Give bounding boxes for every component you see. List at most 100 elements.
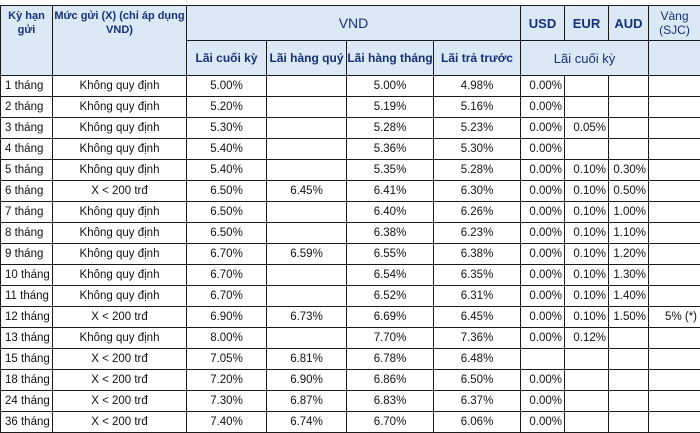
vnd-quarterly-cell xyxy=(267,286,347,307)
aud-cell xyxy=(609,139,649,160)
aud-cell xyxy=(609,349,649,370)
vnd-monthly-cell: 6.40% xyxy=(347,202,434,223)
eur-cell: 0.10% xyxy=(565,286,609,307)
vnd-end-cell: 7.30% xyxy=(187,391,267,412)
eur-cell xyxy=(565,139,609,160)
vnd-quarterly-cell: 6.73% xyxy=(267,307,347,328)
gold-cell xyxy=(649,181,700,202)
deposit-cell: Không quy định xyxy=(53,244,187,265)
vnd-monthly-cell: 5.19% xyxy=(347,97,434,118)
header-vnd: VND xyxy=(187,6,521,41)
vnd-monthly-cell: 5.35% xyxy=(347,160,434,181)
term-cell: 8 tháng xyxy=(1,223,53,244)
vnd-prepaid-cell: 5.23% xyxy=(434,118,521,139)
term-cell: 24 tháng xyxy=(1,391,53,412)
vnd-quarterly-cell xyxy=(267,97,347,118)
vnd-prepaid-cell: 6.26% xyxy=(434,202,521,223)
term-cell: 13 tháng xyxy=(1,328,53,349)
deposit-cell: X < 200 trđ xyxy=(53,370,187,391)
vnd-prepaid-cell: 4.98% xyxy=(434,76,521,97)
vnd-quarterly-cell xyxy=(267,118,347,139)
term-cell: 15 tháng xyxy=(1,349,53,370)
term-cell: 18 tháng xyxy=(1,370,53,391)
vnd-end-cell: 6.50% xyxy=(187,202,267,223)
vnd-end-cell: 6.70% xyxy=(187,265,267,286)
gold-cell xyxy=(649,118,700,139)
eur-cell xyxy=(565,391,609,412)
usd-cell: 0.00% xyxy=(521,370,565,391)
usd-cell: 0.00% xyxy=(521,181,565,202)
vnd-monthly-cell: 6.86% xyxy=(347,370,434,391)
deposit-cell: Không quy định xyxy=(53,265,187,286)
aud-cell xyxy=(609,328,649,349)
usd-cell: 0.00% xyxy=(521,265,565,286)
eur-cell xyxy=(565,370,609,391)
vnd-monthly-cell: 6.83% xyxy=(347,391,434,412)
eur-cell xyxy=(565,412,609,433)
vnd-monthly-cell: 6.55% xyxy=(347,244,434,265)
term-cell: 6 tháng xyxy=(1,181,53,202)
vnd-prepaid-cell: 6.30% xyxy=(434,181,521,202)
vnd-end-cell: 6.90% xyxy=(187,307,267,328)
gold-cell xyxy=(649,160,700,181)
gold-cell xyxy=(649,223,700,244)
header-aud: AUD xyxy=(609,6,649,41)
vnd-prepaid-cell: 7.36% xyxy=(434,328,521,349)
aud-cell: 0.50% xyxy=(609,181,649,202)
gold-cell xyxy=(649,328,700,349)
eur-cell: 0.10% xyxy=(565,223,609,244)
aud-cell xyxy=(609,391,649,412)
term-cell: 9 tháng xyxy=(1,244,53,265)
interest-rate-table: Kỳ hạn gửi Mức gửi (X) (chỉ áp dụng VND)… xyxy=(0,5,700,433)
term-cell: 4 tháng xyxy=(1,139,53,160)
usd-cell: 0.00% xyxy=(521,244,565,265)
aud-cell xyxy=(609,76,649,97)
header-term: Kỳ hạn gửi xyxy=(1,6,53,76)
vnd-prepaid-cell: 6.06% xyxy=(434,412,521,433)
header-vnd-quarterly: Lãi hàng quý xyxy=(267,41,347,76)
term-cell: 5 tháng xyxy=(1,160,53,181)
eur-cell: 0.12% xyxy=(565,328,609,349)
aud-cell: 1.10% xyxy=(609,223,649,244)
vnd-end-cell: 5.30% xyxy=(187,118,267,139)
gold-cell xyxy=(649,286,700,307)
aud-cell xyxy=(609,370,649,391)
vnd-quarterly-cell xyxy=(267,223,347,244)
vnd-end-cell: 6.70% xyxy=(187,286,267,307)
eur-cell: 0.10% xyxy=(565,307,609,328)
aud-cell: 1.40% xyxy=(609,286,649,307)
aud-cell: 1.50% xyxy=(609,307,649,328)
header-gold: Vàng (SJC) xyxy=(649,6,700,41)
vnd-prepaid-cell: 6.45% xyxy=(434,307,521,328)
deposit-cell: Không quy định xyxy=(53,202,187,223)
vnd-monthly-cell: 6.54% xyxy=(347,265,434,286)
vnd-quarterly-cell: 6.59% xyxy=(267,244,347,265)
vnd-quarterly-cell xyxy=(267,160,347,181)
header-vnd-end: Lãi cuối kỳ xyxy=(187,41,267,76)
eur-cell: 0.10% xyxy=(565,160,609,181)
usd-cell: 0.00% xyxy=(521,139,565,160)
deposit-cell: Không quy định xyxy=(53,97,187,118)
vnd-quarterly-cell: 6.74% xyxy=(267,412,347,433)
vnd-end-cell: 7.05% xyxy=(187,349,267,370)
vnd-end-cell: 7.20% xyxy=(187,370,267,391)
term-cell: 7 tháng xyxy=(1,202,53,223)
deposit-cell: Không quy định xyxy=(53,76,187,97)
eur-cell: 0.10% xyxy=(565,202,609,223)
gold-cell xyxy=(649,97,700,118)
vnd-prepaid-cell: 5.28% xyxy=(434,160,521,181)
eur-cell: 0.05% xyxy=(565,118,609,139)
vnd-monthly-cell: 5.28% xyxy=(347,118,434,139)
usd-cell: 0.00% xyxy=(521,412,565,433)
vnd-quarterly-cell xyxy=(267,139,347,160)
deposit-cell: Không quy định xyxy=(53,286,187,307)
vnd-end-cell: 8.00% xyxy=(187,328,267,349)
vnd-end-cell: 5.40% xyxy=(187,160,267,181)
vnd-prepaid-cell: 6.37% xyxy=(434,391,521,412)
